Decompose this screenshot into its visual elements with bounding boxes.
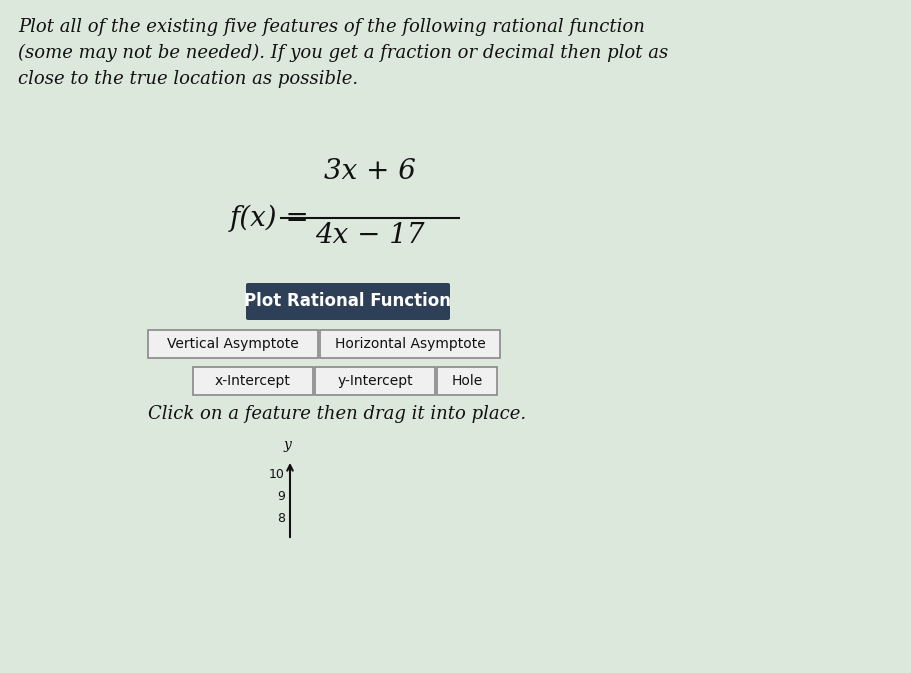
FancyBboxPatch shape (246, 283, 449, 320)
Text: f(x) =: f(x) = (230, 205, 310, 232)
Text: Plot Rational Function: Plot Rational Function (244, 293, 451, 310)
FancyBboxPatch shape (193, 367, 312, 395)
Text: Plot all of the existing five features of the following rational function
(some : Plot all of the existing five features o… (18, 18, 668, 87)
Text: Click on a feature then drag it into place.: Click on a feature then drag it into pla… (148, 405, 526, 423)
Text: 8: 8 (277, 511, 284, 524)
Text: Hole: Hole (451, 374, 482, 388)
FancyBboxPatch shape (148, 330, 318, 358)
Text: Vertical Asymptote: Vertical Asymptote (167, 337, 299, 351)
Text: Horizontal Asymptote: Horizontal Asymptote (334, 337, 485, 351)
Text: 9: 9 (277, 489, 284, 503)
Text: x-Intercept: x-Intercept (215, 374, 291, 388)
Text: y: y (282, 438, 291, 452)
FancyBboxPatch shape (436, 367, 496, 395)
FancyBboxPatch shape (320, 330, 499, 358)
FancyBboxPatch shape (314, 367, 435, 395)
Text: y-Intercept: y-Intercept (337, 374, 413, 388)
Text: 10: 10 (269, 468, 284, 481)
Text: 3x + 6: 3x + 6 (323, 158, 415, 185)
Text: 4x − 17: 4x − 17 (315, 222, 425, 249)
